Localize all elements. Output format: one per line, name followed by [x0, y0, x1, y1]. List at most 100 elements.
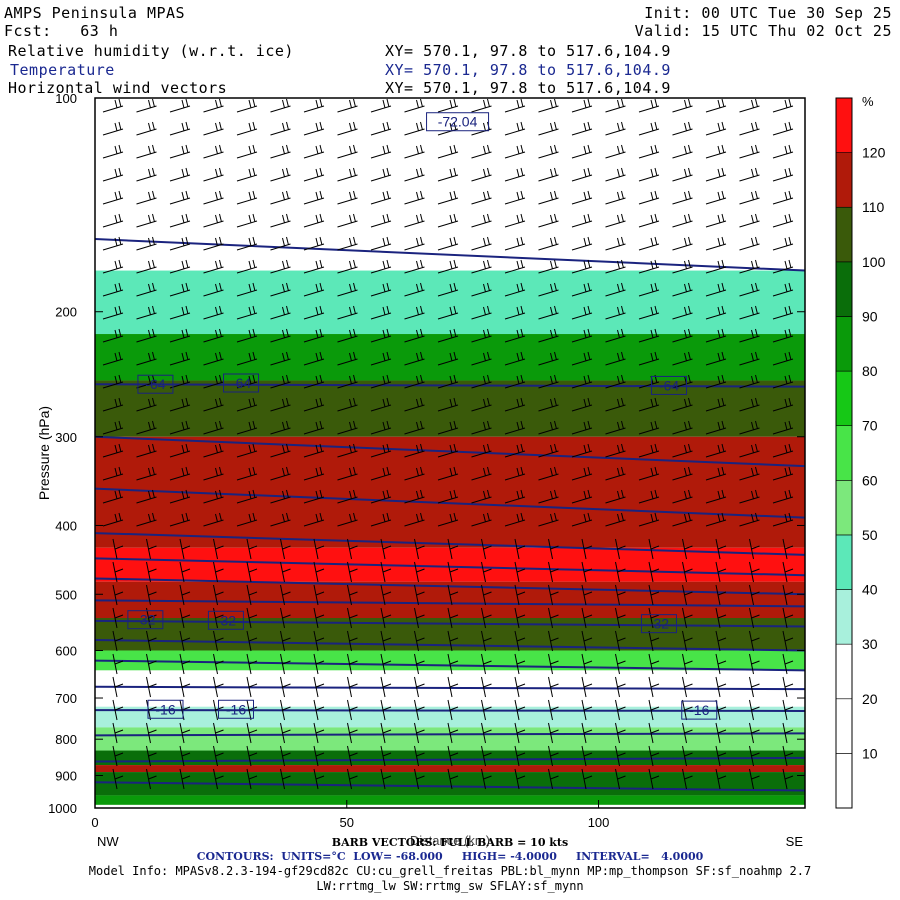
- wind-barb: [638, 443, 660, 458]
- colorbar-swatch: [835, 370, 853, 426]
- wind-barb: [571, 420, 593, 435]
- wind-barb: [404, 374, 425, 389]
- wind-barb: [380, 538, 392, 560]
- wind-barb: [169, 443, 191, 458]
- wind-barb: [739, 167, 760, 182]
- wind-barb: [772, 259, 794, 274]
- wind-barb: [437, 259, 459, 274]
- wind-barb: [504, 259, 526, 274]
- wind-barb: [303, 328, 325, 343]
- contour-label: -32: [135, 612, 155, 628]
- wind-barb: [615, 699, 626, 721]
- wind-barb: [447, 630, 459, 652]
- wind-barb: [638, 328, 660, 343]
- wind-barb: [538, 420, 559, 435]
- colorbar-swatch: [835, 206, 853, 263]
- wind-barb: [504, 121, 526, 136]
- contour-label-box-7: [147, 699, 184, 719]
- wind-barb: [648, 538, 660, 560]
- wind-barb: [313, 676, 325, 698]
- wind-barb: [538, 167, 559, 182]
- wind-barb: [605, 351, 626, 366]
- wind-barb: [303, 259, 325, 274]
- wind-barb: [739, 213, 760, 228]
- wind-barb: [136, 397, 157, 412]
- wind-barb: [548, 676, 559, 698]
- wind-barb: [203, 351, 224, 366]
- wind-barb: [682, 745, 693, 767]
- wind-barb: [146, 699, 157, 721]
- wind-barb: [705, 167, 727, 182]
- model-info-2: LW:rrtmg_lw SW:rrtmg_sw SFLAY:sf_mynn: [316, 879, 584, 893]
- wind-barb: [682, 722, 693, 744]
- wind-barb: [447, 538, 459, 560]
- wind-barb: [648, 561, 660, 583]
- wind-barb: [246, 607, 258, 629]
- wind-barb: [270, 374, 291, 389]
- wind-barb: [136, 144, 157, 159]
- wind-barb: [337, 328, 358, 343]
- wind-barb: [437, 144, 459, 159]
- wind-barb: [638, 98, 660, 113]
- wind-barb: [179, 676, 191, 698]
- wind-barb: [514, 653, 526, 675]
- wind-barb: [682, 584, 693, 606]
- wind-barb: [203, 213, 224, 228]
- wind-barb: [605, 512, 626, 527]
- wind-barb: [146, 584, 157, 606]
- contour-label-box-2: [223, 373, 260, 393]
- wind-barb: [236, 190, 258, 205]
- wind-barb: [179, 768, 191, 790]
- wind-barb: [179, 653, 191, 675]
- wind-barb: [112, 561, 124, 583]
- wind-barb: [203, 420, 224, 435]
- wind-barb: [672, 282, 693, 297]
- wind-barb: [782, 699, 794, 721]
- wind-barb: [481, 745, 492, 767]
- wind-barb: [169, 512, 191, 527]
- x-tick-label: 100: [588, 815, 610, 830]
- wind-barb: [270, 236, 291, 251]
- wind-barb: [638, 351, 660, 366]
- wind-barb: [370, 420, 392, 435]
- wind-barb: [169, 98, 191, 113]
- wind-barb: [715, 722, 727, 744]
- wind-barb: [514, 699, 526, 721]
- wind-barb: [648, 584, 660, 606]
- wind-barb: [615, 561, 626, 583]
- wind-barb: [246, 538, 258, 560]
- wind-barb: [303, 351, 325, 366]
- colorbar-swatch: [835, 753, 853, 809]
- wind-barb: [437, 98, 459, 113]
- wind-barb: [203, 190, 224, 205]
- field-rh-xy: XY= 570.1, 97.8 to 517.6,104.9: [385, 42, 671, 60]
- wind-barb: [270, 213, 291, 228]
- wind-barb: [169, 489, 191, 504]
- wind-barb: [337, 144, 358, 159]
- wind-barb: [102, 98, 124, 113]
- wind-barb: [303, 305, 325, 320]
- wind-barb: [270, 489, 291, 504]
- colorbar-swatch: [835, 316, 853, 372]
- wind-barb: [772, 121, 794, 136]
- wind-barb: [404, 351, 425, 366]
- wind-barb: [739, 397, 760, 412]
- wind-barb: [504, 397, 526, 412]
- wind-barb: [404, 259, 425, 274]
- wind-barb: [213, 745, 224, 767]
- wind-barb: [370, 190, 392, 205]
- wind-barb: [102, 167, 124, 182]
- wind-barb: [169, 167, 191, 182]
- wind-barb: [648, 768, 660, 790]
- wind-barb: [548, 653, 559, 675]
- wind-barb: [705, 259, 727, 274]
- wind-barb: [571, 351, 593, 366]
- colorbar-swatch: [835, 480, 853, 536]
- wind-barb: [705, 443, 727, 458]
- wind-barb: [370, 167, 392, 182]
- wind-barb: [571, 98, 593, 113]
- colorbar-swatch: [835, 534, 853, 590]
- wind-barb: [337, 420, 358, 435]
- wind-barb: [236, 512, 258, 527]
- wind-barb: [538, 213, 559, 228]
